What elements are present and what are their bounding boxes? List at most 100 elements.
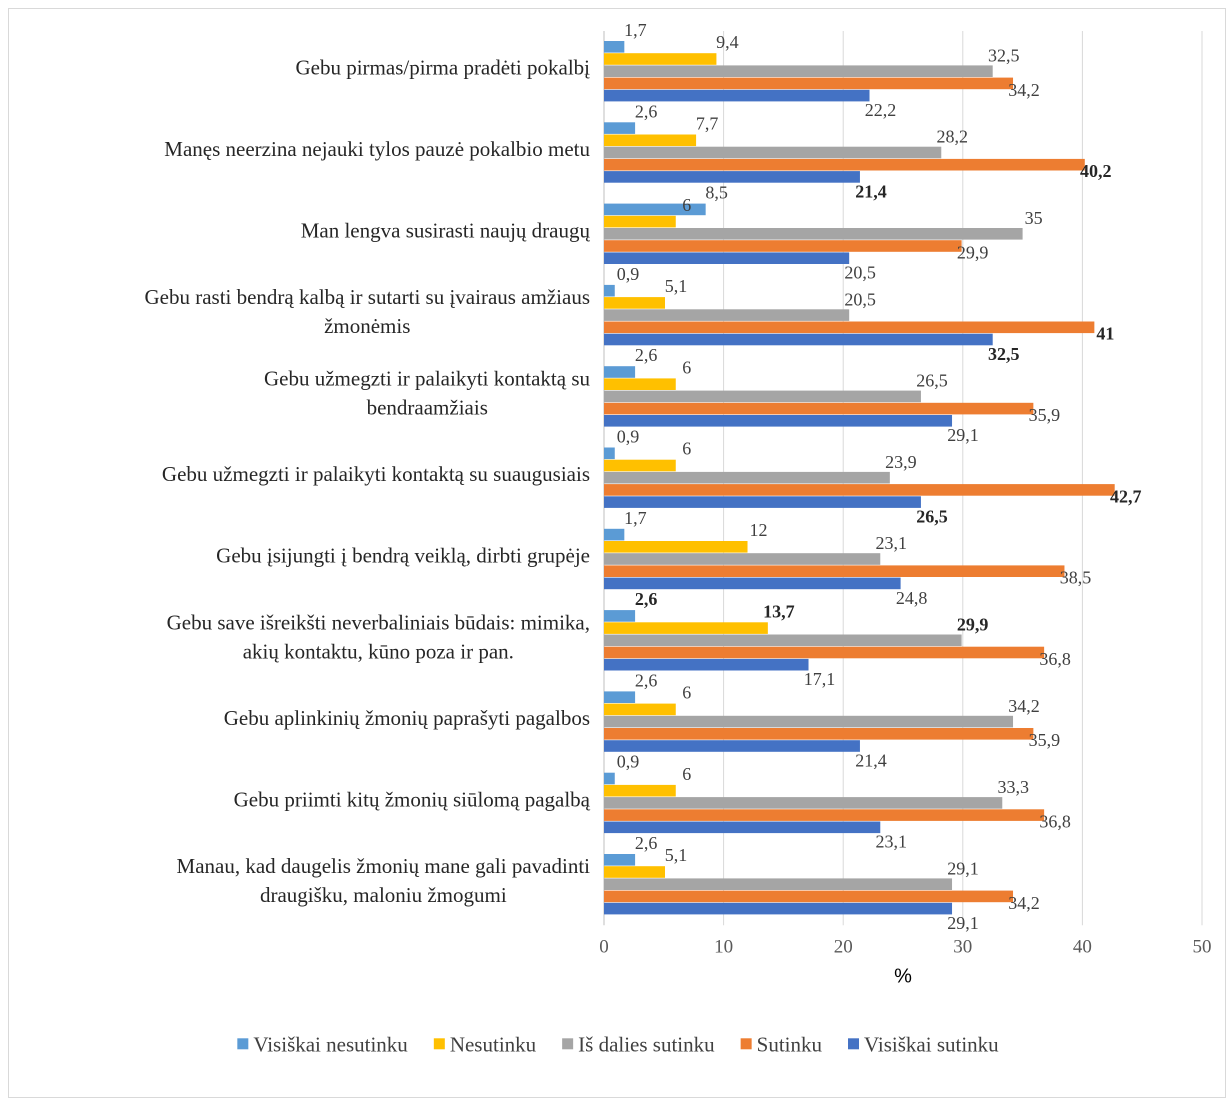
bar: [604, 459, 676, 472]
bar: [604, 691, 636, 703]
bar: [604, 134, 697, 147]
category-label: Man lengva susirasti naujų draugų: [301, 218, 591, 242]
x-tick-label: 30: [953, 936, 972, 957]
legend-label: Visiškai nesutinku: [253, 1032, 408, 1056]
data-label: 0,9: [617, 752, 640, 772]
data-label: 29,1: [947, 913, 979, 933]
data-label: 34,2: [1008, 893, 1040, 913]
bar: [604, 171, 860, 183]
bar: [604, 715, 1014, 728]
data-label: 0,9: [617, 264, 640, 284]
data-label: 9,4: [716, 32, 739, 52]
legend-label: Sutinku: [757, 1032, 823, 1056]
data-label: 13,7: [763, 601, 795, 621]
bar: [604, 622, 768, 634]
category-label: Gebu įsijungti į bendrą veiklą, dirbti g…: [216, 543, 590, 567]
category-label: Gebu užmegzti ir palaikyti kontaktą su: [264, 366, 590, 390]
bar: [604, 284, 615, 297]
data-label: 23,1: [876, 832, 908, 852]
data-label: 1,7: [624, 20, 647, 40]
legend-item: Sutinku: [740, 1032, 823, 1056]
bar: [604, 41, 625, 53]
data-label: 38,5: [1060, 568, 1092, 588]
legend-label: Visiškai sutinku: [864, 1032, 999, 1056]
data-label: 23,9: [885, 452, 917, 472]
bar: [604, 240, 962, 252]
x-tick-label: 40: [1073, 936, 1092, 957]
bar: [604, 809, 1045, 821]
bar: [604, 496, 921, 508]
data-label: 1,7: [624, 508, 647, 528]
bar: [604, 565, 1065, 577]
x-tick-label: 20: [834, 936, 853, 957]
legend-swatch: [740, 1038, 752, 1050]
bar: [604, 122, 636, 134]
x-axis-title: %: [894, 965, 912, 987]
x-tick-label: 0: [599, 936, 609, 957]
data-label: 7,7: [696, 114, 719, 134]
bar: [604, 203, 706, 216]
x-tick-label: 10: [714, 936, 733, 957]
data-label: 21,4: [855, 181, 887, 201]
data-label: 29,1: [947, 425, 979, 445]
bar: [604, 228, 1023, 240]
bar: [604, 541, 748, 553]
category-label: Manęs neerzina nejauki tylos pauzė pokal…: [164, 137, 590, 161]
data-label: 8,5: [705, 183, 728, 203]
bar: [604, 784, 676, 797]
category-label: Manau, kad daugelis žmonių mane gali pav…: [177, 854, 591, 878]
category-label: Gebu rasti bendrą kalbą ir sutarti su įv…: [144, 285, 590, 309]
chart-frame: 1,7 9,4 32,5 34,2 22,2 2,6 7,7 28,2 40,2 21,4 8,5 6…: [8, 8, 1226, 1098]
bar: [604, 797, 1003, 809]
bar: [604, 772, 615, 785]
data-label: 35: [1025, 208, 1043, 228]
data-label: 6: [682, 439, 691, 459]
bar: [604, 740, 860, 752]
bar: [604, 610, 636, 622]
category-labels: Gebu pirmas/pirma pradėti pokalbį Manęs n…: [144, 56, 590, 908]
data-label: 34,2: [1008, 80, 1040, 100]
data-label: 0,9: [617, 427, 640, 447]
bar: [604, 297, 665, 309]
bar: [604, 484, 1115, 496]
data-label: 6: [682, 764, 691, 784]
bar: [604, 854, 636, 866]
legend-swatch: [848, 1038, 860, 1050]
bar: [604, 390, 921, 403]
bar: [604, 728, 1034, 740]
data-label: 6: [682, 357, 691, 377]
bar: [604, 553, 881, 565]
bar: [604, 321, 1095, 334]
x-tick-label: 50: [1193, 936, 1212, 957]
data-label: 5,1: [665, 845, 688, 865]
data-label: 5,1: [665, 276, 688, 296]
legend-swatch: [562, 1038, 574, 1050]
category-label: Gebu priimti kitų žmonių siūlomą pagalbą: [234, 787, 591, 811]
legend-swatch: [433, 1038, 445, 1050]
legend-item: Iš dalies sutinku: [562, 1032, 715, 1056]
bar: [604, 215, 676, 228]
data-label: 2,6: [635, 670, 658, 690]
bar: [604, 646, 1045, 659]
data-label: 2,6: [635, 345, 658, 365]
data-label: 32,5: [988, 45, 1020, 65]
bar: [604, 146, 942, 159]
data-label: 41: [1096, 324, 1114, 344]
data-label: 34,2: [1008, 696, 1040, 716]
bar: [604, 821, 881, 834]
data-label: 42,7: [1110, 486, 1142, 506]
data-label: 21,4: [855, 750, 887, 770]
data-label: 17,1: [804, 669, 836, 689]
data-label: 20,5: [844, 263, 876, 283]
category-label: draugišku, maloniu žmogumi: [260, 883, 507, 907]
data-label: 2,6: [635, 833, 658, 853]
data-label: 29,9: [957, 242, 989, 262]
data-label: 26,5: [916, 507, 948, 527]
bar: [604, 658, 809, 671]
bar: [604, 866, 665, 878]
bar: [604, 158, 1085, 171]
category-label: Gebu pirmas/pirma pradėti pokalbį: [295, 56, 590, 80]
bar: [604, 902, 953, 915]
bar: [604, 415, 953, 427]
data-label: 33,3: [998, 777, 1030, 797]
